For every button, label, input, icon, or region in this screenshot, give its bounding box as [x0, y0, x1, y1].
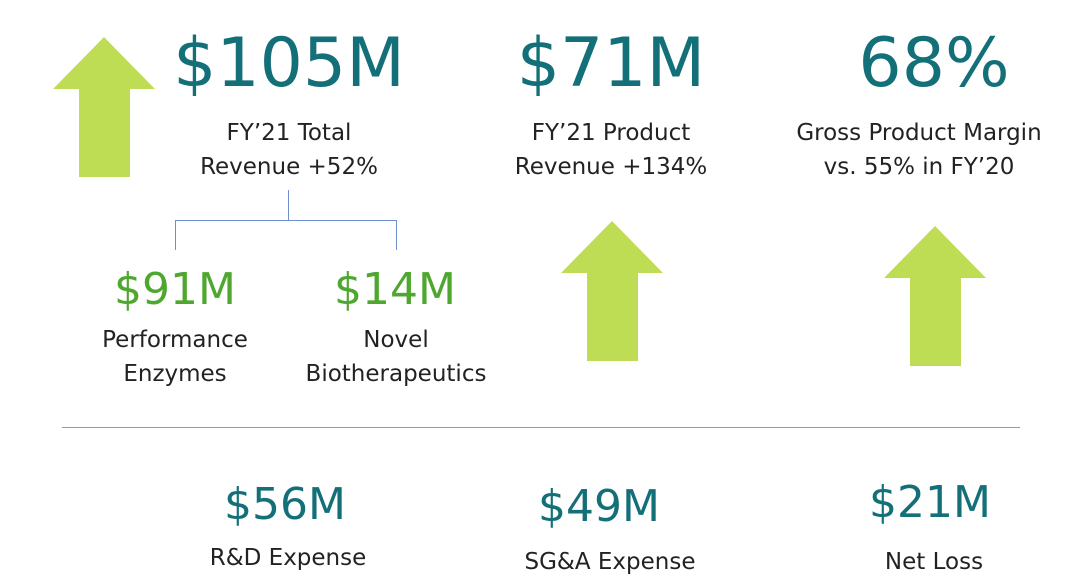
divider	[62, 427, 1020, 428]
up-arrow-icon	[53, 37, 155, 177]
performance-enzymes-value: $91M	[114, 264, 236, 315]
net-loss-value: $21M	[869, 477, 991, 528]
total-revenue-label: FY’21 Total Revenue +52%	[200, 120, 378, 180]
product-revenue-value: $71M	[516, 24, 706, 103]
net-loss-label: Net Loss	[884, 549, 984, 575]
novel-biotherapeutics-label: Novel Biotherapeutics	[305, 327, 487, 387]
performance-enzymes-label: Performance Enzymes	[102, 327, 248, 387]
rd-expense-value: $56M	[224, 479, 346, 530]
rd-expense-label: R&D Expense	[209, 545, 367, 571]
sga-expense-value: $49M	[538, 481, 660, 532]
up-arrow-icon	[884, 226, 986, 366]
total-revenue-value: $105M	[173, 24, 405, 103]
novel-biotherapeutics-value: $14M	[334, 264, 456, 315]
gross-margin-label: Gross Product Margin vs. 55% in FY’20	[796, 120, 1042, 180]
product-revenue-label: FY’21 Product Revenue +134%	[514, 120, 708, 180]
sga-expense-label: SG&A Expense	[524, 549, 696, 575]
gross-margin-value: 68%	[858, 24, 1010, 103]
up-arrow-icon	[561, 221, 663, 361]
